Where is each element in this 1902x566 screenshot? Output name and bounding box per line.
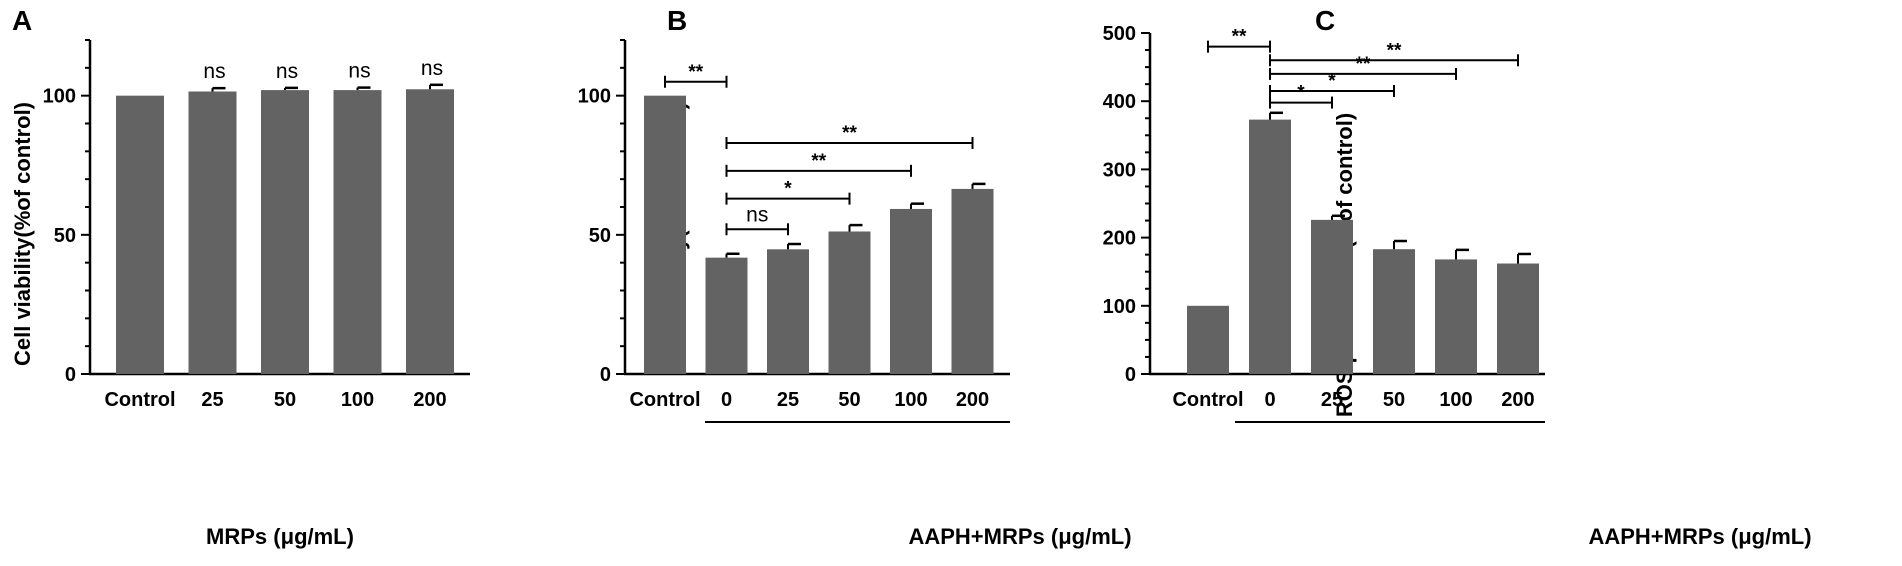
bar-Control (1187, 305, 1229, 374)
panel-b: B Cell viability(%of control) AAPH+MRPs … (578, 5, 1132, 549)
x-tick-label: 0 (1264, 389, 1275, 411)
x-tick-label: 50 (274, 389, 296, 411)
bar-0 (1249, 119, 1291, 374)
bar-100 (333, 90, 382, 374)
bar-0 (705, 257, 748, 374)
y-tick-label: 100 (43, 86, 76, 108)
significance-label: ** (688, 62, 703, 83)
significance-label: ns (421, 57, 443, 80)
significance-label: ns (746, 203, 768, 226)
y-tick-label: 0 (600, 364, 611, 386)
panel-c: C ROS production(%of control) AAPH+MRPs … (1103, 5, 1812, 549)
panel-a-x-axis-label: MRPs (μg/mL) (206, 524, 354, 549)
panel-a-y-axis-label: Cell viability(%of control) (10, 102, 35, 366)
y-tick-label: 500 (1103, 23, 1136, 45)
x-tick-label: 200 (1501, 389, 1534, 411)
bar-50 (261, 90, 309, 374)
x-tick-label: 200 (413, 389, 446, 411)
bar-100 (890, 208, 932, 374)
significance-label: ** (811, 151, 826, 172)
significance-label: ** (1387, 40, 1402, 61)
bar-50 (828, 231, 871, 374)
significance-label: ** (1232, 27, 1247, 48)
x-tick-label: 50 (838, 389, 860, 411)
x-tick-label: 100 (894, 389, 927, 411)
panel-c-x-axis-label: AAPH+MRPs (μg/mL) (1588, 524, 1811, 549)
bar-100 (1435, 259, 1477, 374)
y-tick-label: 100 (578, 86, 611, 108)
significance-label: ns (203, 60, 225, 83)
y-tick-label: 100 (1103, 296, 1136, 318)
x-tick-label: 100 (341, 389, 374, 411)
significance-label: * (1297, 83, 1305, 104)
x-tick-label: Control (1172, 389, 1243, 411)
bar-25 (767, 249, 809, 374)
bar-200 (406, 89, 454, 374)
y-tick-label: 50 (589, 225, 611, 247)
significance-label: ** (1356, 54, 1371, 75)
x-tick-label: 0 (721, 389, 732, 411)
bar-200 (951, 188, 994, 374)
bar-25 (1311, 219, 1353, 374)
panel-b-x-axis-label: AAPH+MRPs (μg/mL) (908, 524, 1131, 549)
panel-a: A Cell viability(%of control) MRPs (μg/m… (10, 5, 470, 549)
significance-label: ns (348, 60, 370, 83)
bar-25 (188, 91, 237, 374)
y-tick-label: 0 (65, 364, 76, 386)
x-tick-label: 100 (1439, 389, 1472, 411)
x-tick-label: Control (104, 389, 175, 411)
x-tick-label: 25 (777, 389, 799, 411)
y-tick-label: 50 (54, 225, 76, 247)
significance-label: * (1328, 71, 1336, 92)
y-tick-label: 200 (1103, 228, 1136, 250)
y-tick-label: 400 (1103, 91, 1136, 113)
panel-a-letter: A (12, 5, 32, 36)
panel-b-letter: B (667, 5, 687, 36)
significance-label: * (784, 179, 792, 200)
x-tick-label: 50 (1383, 389, 1405, 411)
x-tick-label: 200 (956, 389, 989, 411)
x-tick-label: 25 (201, 389, 223, 411)
bar-Control (116, 95, 164, 375)
y-tick-label: 300 (1103, 159, 1136, 181)
bar-200 (1497, 263, 1539, 374)
panel-c-letter: C (1315, 5, 1335, 36)
x-tick-label: 25 (1321, 389, 1343, 411)
bar-Control (644, 95, 686, 375)
y-tick-label: 0 (1125, 364, 1136, 386)
x-tick-label: Control (629, 389, 700, 411)
significance-label: ** (842, 123, 857, 144)
significance-label: ns (276, 60, 298, 83)
bar-50 (1373, 249, 1415, 374)
